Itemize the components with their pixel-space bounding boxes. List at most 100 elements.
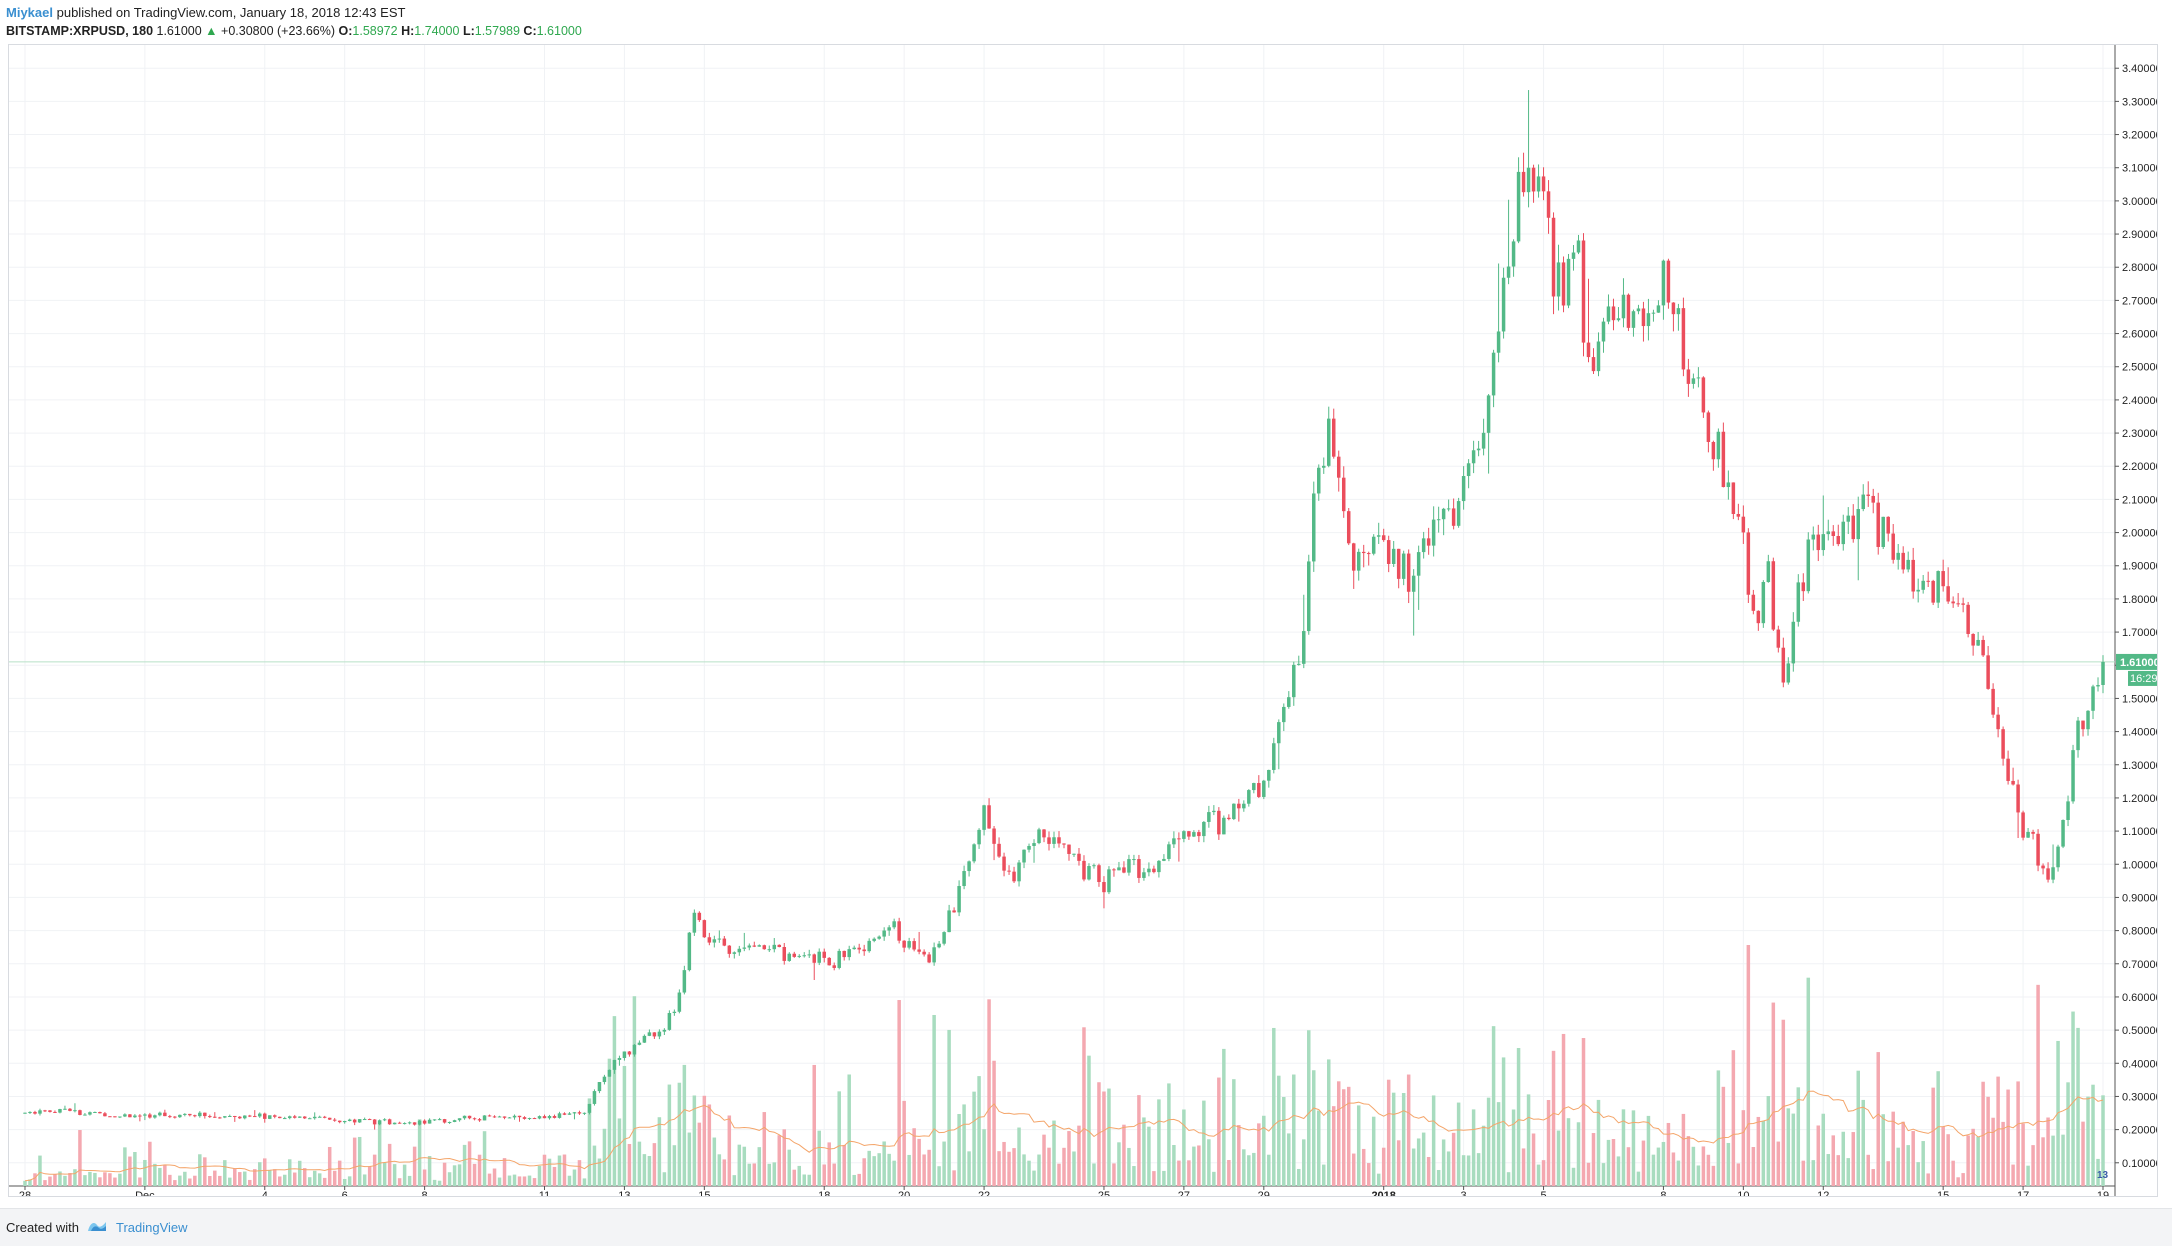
volume-bar <box>1816 1125 1821 1186</box>
candle-body <box>1706 412 1711 442</box>
candle-body <box>1696 377 1701 379</box>
candle-body <box>912 941 916 950</box>
candle-body <box>792 953 797 957</box>
volume-bar <box>1681 1113 1686 1186</box>
candle-body <box>193 1115 197 1117</box>
candle-body <box>362 1119 367 1121</box>
volume-bar <box>1651 1154 1656 1186</box>
volume-bar <box>362 1174 367 1186</box>
volume-bar <box>2006 1089 2010 1186</box>
candle-body <box>727 945 732 954</box>
candle-body <box>1876 502 1880 547</box>
volume-bar <box>238 1172 242 1186</box>
candle-body <box>382 1119 387 1121</box>
candle-body <box>1556 262 1561 297</box>
candle-body <box>902 940 906 948</box>
candle-body <box>1102 882 1106 893</box>
candle-body <box>38 1110 42 1114</box>
candle-body <box>98 1111 102 1114</box>
candle-body <box>2006 758 2010 781</box>
candle-body <box>1526 167 1531 193</box>
volume-bar <box>847 1074 851 1186</box>
candle-body <box>557 1113 562 1118</box>
volume-bar <box>922 1154 926 1186</box>
symbol-label[interactable]: BITSTAMP:XRPUSD, 180 <box>6 24 154 38</box>
volume-bar <box>1476 1153 1481 1186</box>
volume-bar <box>682 1064 687 1186</box>
volume-bar <box>1456 1102 1461 1186</box>
volume-bar <box>2016 1081 2020 1186</box>
volume-bar <box>687 1132 692 1186</box>
volume-bar <box>442 1162 447 1186</box>
volume-bar <box>727 1115 732 1186</box>
candle-body <box>527 1118 532 1120</box>
tradingview-logo-icon[interactable] <box>87 1219 107 1233</box>
candle-body <box>2041 865 2045 869</box>
low-label: L: <box>462 24 475 38</box>
volume-bar <box>1776 1141 1781 1186</box>
candle-body <box>253 1116 257 1118</box>
volume-bar <box>762 1112 767 1186</box>
candle-body <box>2091 686 2095 711</box>
volume-bar <box>1232 1079 1236 1186</box>
volume-bar <box>697 1122 702 1186</box>
candle-body <box>927 954 931 963</box>
candle-body <box>1856 509 1860 540</box>
candle-body <box>512 1115 517 1118</box>
volume-bar <box>1167 1083 1171 1186</box>
candle-body <box>1686 369 1691 384</box>
candle-body <box>1027 845 1031 850</box>
volume-bar <box>1092 1163 1096 1186</box>
volume-bar <box>1097 1082 1101 1186</box>
candle-body <box>862 949 866 952</box>
volume-bar <box>1566 1118 1571 1186</box>
time-tick-label: 3 <box>1461 1190 1467 1196</box>
candle-body <box>842 950 846 958</box>
candle-body <box>517 1115 522 1118</box>
candle-body <box>922 951 926 955</box>
volume-bar <box>1701 1146 1706 1186</box>
candle-body <box>1721 431 1726 488</box>
candle-body <box>1446 508 1451 510</box>
candle-body <box>1536 176 1541 192</box>
tradingview-brand-link[interactable]: TradingView <box>116 1220 188 1235</box>
candle-body <box>782 947 787 961</box>
candle-body <box>647 1032 652 1036</box>
time-tick-label: 8 <box>1660 1190 1666 1196</box>
candle-body <box>213 1116 217 1118</box>
candle-body <box>632 1044 637 1055</box>
candle-body <box>497 1116 502 1118</box>
candle-body <box>1731 482 1736 514</box>
volume-bar <box>1042 1134 1046 1186</box>
volume-bar <box>967 1151 971 1186</box>
time-tick-label: 5 <box>1540 1190 1546 1196</box>
candle-body <box>377 1120 382 1125</box>
candle-body <box>113 1116 117 1118</box>
candle-body <box>188 1113 192 1116</box>
volume-bar <box>78 1130 82 1186</box>
candle-body <box>982 805 986 830</box>
candle-body <box>397 1122 402 1124</box>
volume-bar <box>143 1159 147 1186</box>
volume-bar <box>2066 1082 2070 1186</box>
volume-bar <box>547 1158 552 1186</box>
volume-bar <box>1961 1173 1965 1186</box>
volume-bar <box>382 1162 387 1186</box>
volume-bar <box>1137 1095 1141 1186</box>
volume-bar <box>68 1173 72 1186</box>
volume-bar <box>272 1169 277 1186</box>
candle-body <box>372 1119 377 1125</box>
candle-body <box>1886 516 1890 534</box>
author-link[interactable]: Miykael <box>6 5 53 20</box>
candle-body <box>1042 829 1046 838</box>
volume-bar <box>352 1137 357 1186</box>
volume-bar <box>622 1065 627 1186</box>
volume-bar <box>1666 1122 1671 1186</box>
volume-bar <box>517 1176 522 1186</box>
volume-bar <box>1726 1142 1731 1186</box>
volume-bar <box>1426 1156 1431 1186</box>
